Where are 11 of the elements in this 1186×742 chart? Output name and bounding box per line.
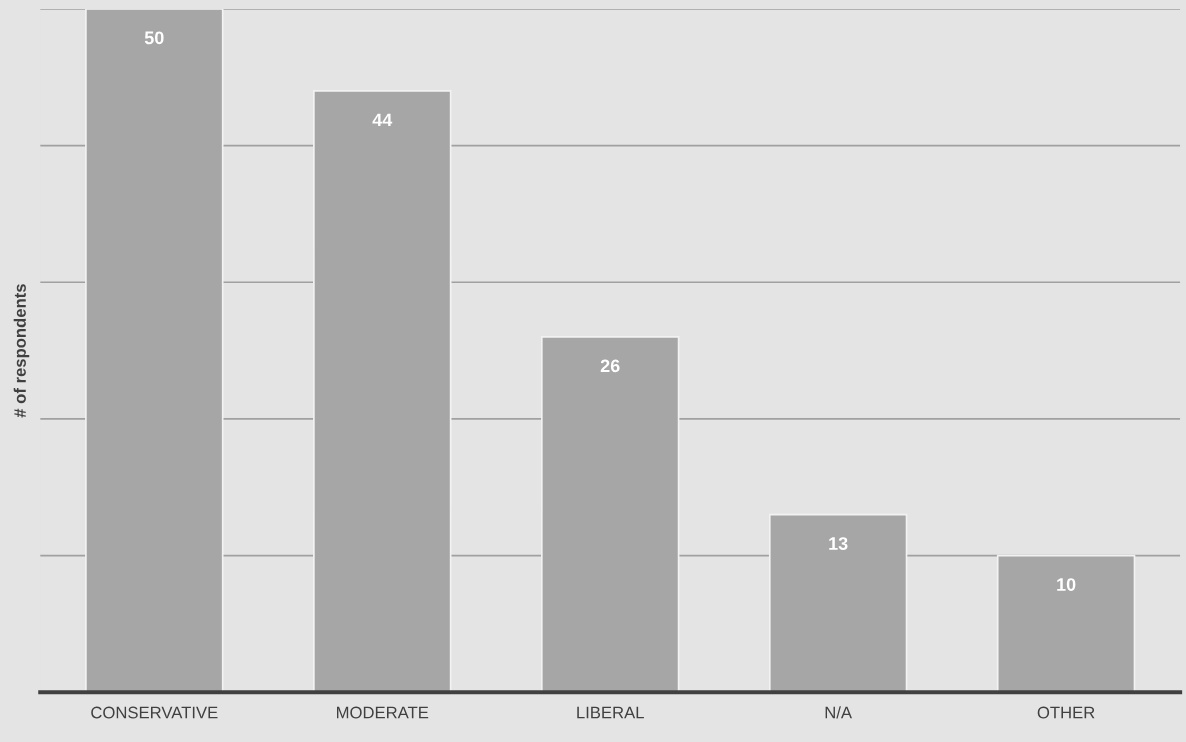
x-tick-label: OTHER — [1037, 706, 1095, 719]
data-label: 26 — [600, 359, 620, 373]
data-label: 50 — [144, 31, 164, 45]
y-axis-title: # of respondents — [13, 284, 30, 418]
x-tick-label: MODERATE — [337, 706, 429, 719]
data-label: 44 — [372, 113, 393, 127]
x-tick-label: CONSERVATIVE — [91, 706, 218, 719]
data-label: 13 — [829, 537, 848, 550]
x-tick-label: N/A — [825, 706, 852, 719]
x-tick-label: LIBERAL — [577, 706, 644, 719]
data-label: 10 — [1057, 578, 1076, 591]
